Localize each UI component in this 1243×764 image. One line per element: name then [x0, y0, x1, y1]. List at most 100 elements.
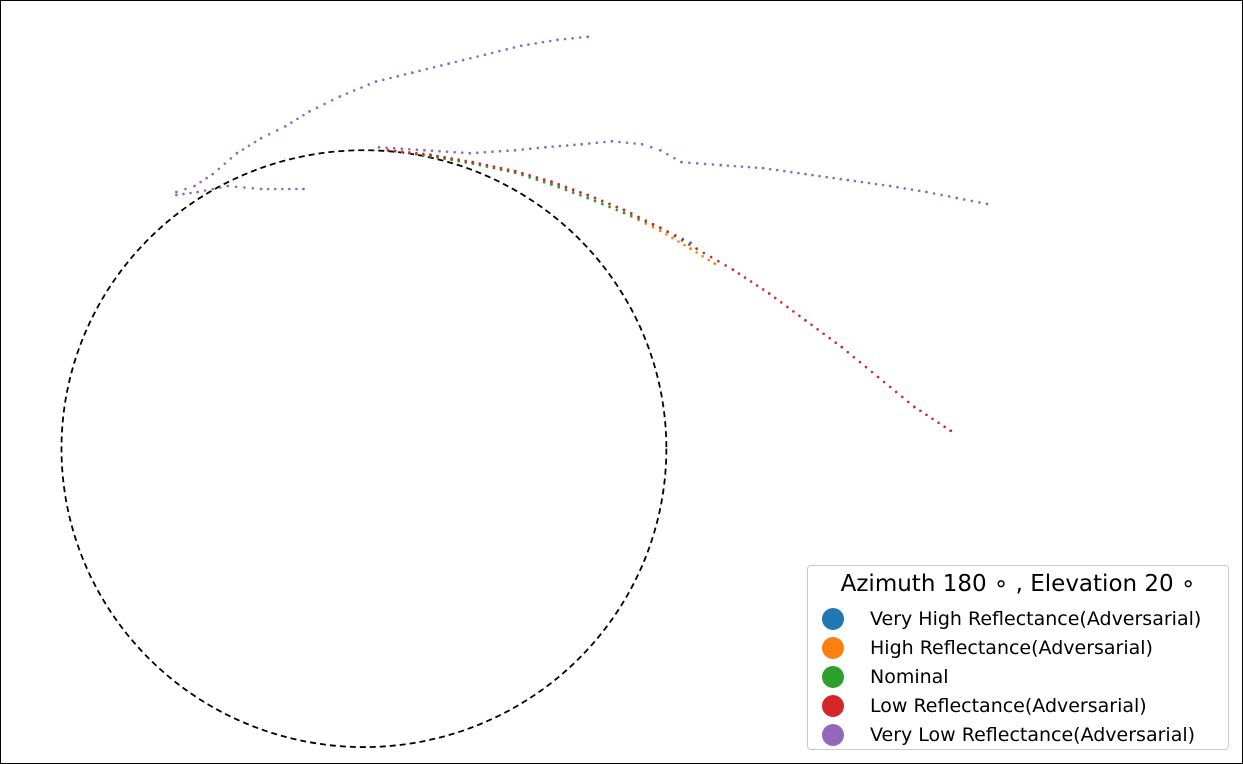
data-point-trail	[381, 78, 385, 82]
data-point-trail	[962, 198, 966, 201]
data-point-trail	[205, 176, 208, 180]
data-point-trail	[907, 400, 910, 404]
data-point-trail	[860, 180, 864, 184]
data-point	[543, 145, 547, 149]
data-point-trail	[443, 155, 446, 159]
data-point-trail	[418, 69, 421, 73]
data-point	[658, 226, 662, 230]
data-point	[447, 62, 451, 66]
data-point-trail	[651, 225, 655, 229]
data-point-trail	[677, 240, 680, 243]
data-point-trail	[593, 196, 597, 200]
data-point-trail	[571, 191, 575, 194]
series-3	[386, 148, 953, 433]
data-point	[556, 38, 559, 42]
data-point	[423, 148, 426, 152]
data-point-trail	[822, 332, 825, 336]
reference-circle	[60, 149, 668, 748]
data-point-trail	[315, 106, 319, 109]
data-point-trail	[688, 161, 691, 165]
data-point-trail	[454, 60, 458, 64]
data-point-trail	[970, 199, 974, 203]
data-point	[283, 124, 287, 128]
data-point-trail	[798, 314, 801, 318]
data-point-trail	[407, 151, 411, 154]
data-point-trail	[478, 162, 482, 165]
data-point-trail	[563, 37, 567, 41]
data-point-trail	[578, 36, 582, 39]
data-point	[719, 163, 723, 167]
data-point-trail	[903, 187, 906, 190]
data-point-trail	[775, 168, 779, 172]
data-point-trail	[740, 165, 744, 168]
data-point-trail	[498, 149, 502, 153]
data-point-trail	[243, 186, 246, 189]
data-point	[767, 292, 771, 295]
data-point-trail	[790, 170, 793, 174]
data-point-trail	[573, 143, 576, 147]
data-point-trail	[917, 189, 921, 193]
data-point	[196, 190, 199, 194]
data-point-trail	[280, 187, 284, 191]
data-point-trail	[396, 74, 400, 78]
data-point-trail	[302, 113, 305, 117]
legend-marker-icon	[822, 608, 844, 630]
data-point-trail	[711, 163, 715, 166]
data-point-trail	[644, 219, 648, 222]
data-point-trail	[595, 141, 599, 145]
data-point-trail	[688, 243, 691, 246]
data-point	[689, 247, 692, 251]
data-point	[259, 187, 263, 191]
data-point	[840, 345, 844, 349]
data-point-trail	[853, 179, 857, 183]
legend-entry-very-high: Very High Reflectance(Adversarial)	[822, 606, 1201, 632]
data-point-trail	[832, 176, 836, 180]
data-point-trail	[295, 187, 298, 191]
data-point-trail	[910, 188, 914, 191]
data-point-trail	[707, 258, 711, 262]
data-point-trail	[797, 171, 800, 175]
data-point	[846, 178, 850, 182]
data-point-trail	[288, 187, 291, 191]
data-point-trail	[943, 425, 946, 429]
data-point	[586, 35, 590, 39]
data-point-trail	[460, 151, 464, 155]
data-point-trail	[330, 98, 334, 102]
legend-marker-icon	[822, 637, 844, 659]
data-point-trail	[251, 186, 255, 190]
data-point-trail	[593, 199, 597, 203]
data-point-trail	[275, 129, 279, 132]
legend-entry-nominal: Nominal	[822, 664, 949, 690]
data-point-trail	[534, 42, 538, 45]
data-point-trail	[253, 140, 257, 144]
legend-label: High Reflectance(Adversarial)	[870, 637, 1153, 659]
data-point-trail	[743, 276, 747, 279]
data-point	[377, 145, 381, 149]
data-point-trail	[671, 236, 674, 240]
data-point-trail	[571, 37, 574, 40]
data-point	[193, 184, 196, 188]
data-point-trail	[367, 83, 371, 86]
data-point-trail	[461, 58, 465, 62]
data-point	[550, 183, 553, 186]
data-point-trail	[247, 144, 251, 148]
data-point-trail	[618, 140, 621, 144]
data-point-trail	[457, 158, 460, 161]
data-point	[731, 268, 735, 271]
data-point	[226, 184, 230, 188]
data-point-trail	[273, 187, 277, 191]
data-point	[622, 208, 626, 212]
data-point-trail	[737, 272, 741, 275]
data-point	[713, 262, 717, 266]
data-point-trail	[894, 390, 898, 394]
data-point	[580, 142, 584, 146]
data-point-trail	[485, 163, 489, 167]
data-point	[483, 53, 487, 57]
data-point-trail	[491, 150, 494, 154]
data-point-trail	[506, 149, 509, 153]
data-point-trail	[900, 395, 904, 399]
legend: Azimuth 180 ∘ , Elevation 20 ∘ Very High…	[807, 565, 1229, 750]
data-point-trail	[768, 167, 772, 171]
data-point-trail	[825, 175, 828, 179]
